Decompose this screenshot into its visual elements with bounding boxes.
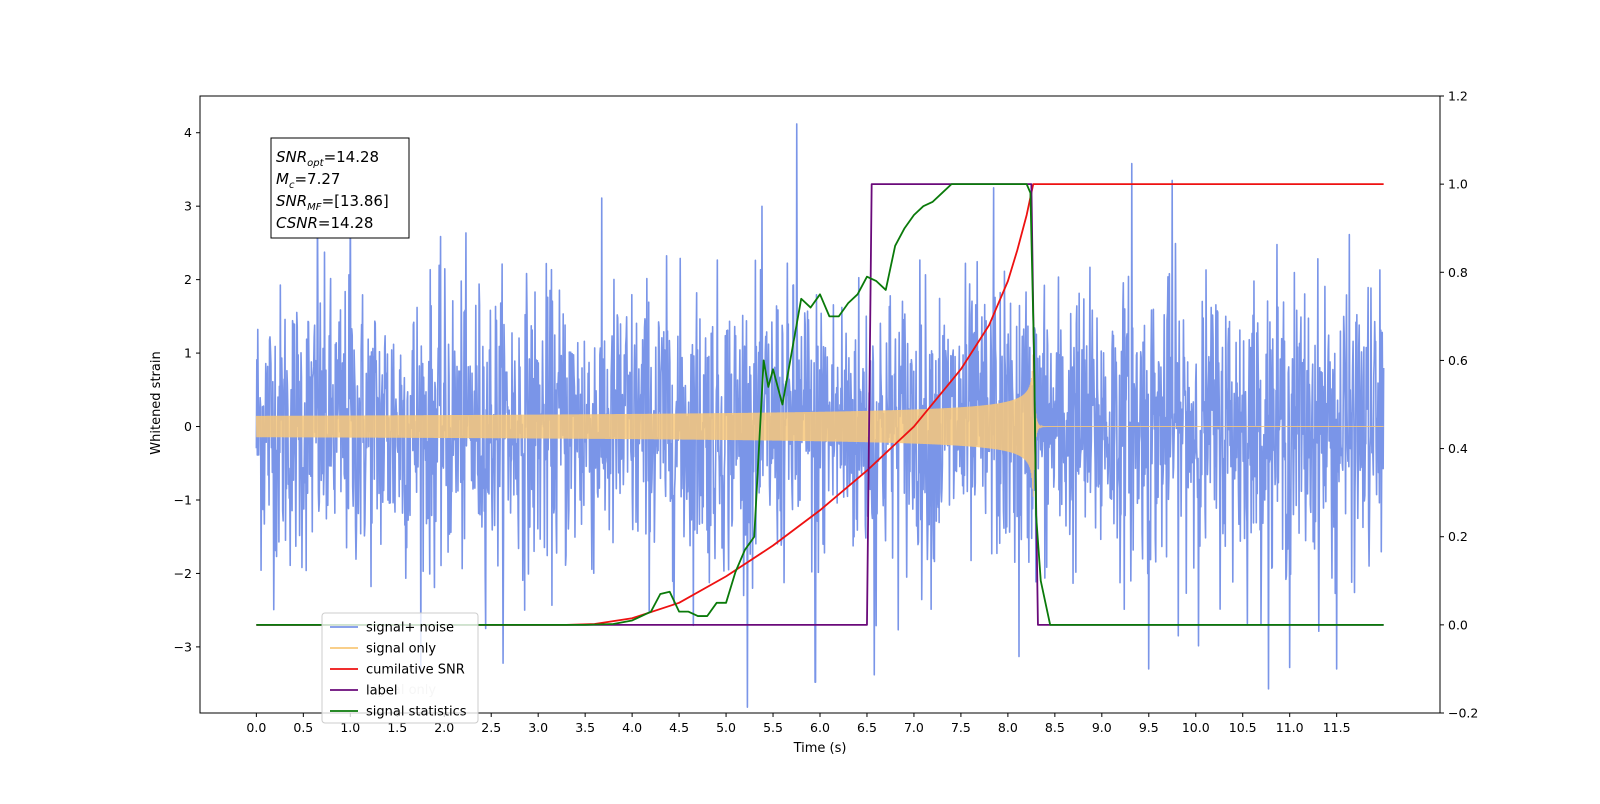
y2-tick-label: 1.2 bbox=[1448, 89, 1468, 104]
x-tick-label: 1.5 bbox=[387, 720, 407, 735]
x-axis-label: Time (s) bbox=[793, 741, 847, 756]
y-tick-label: 1 bbox=[184, 346, 192, 361]
plot-area bbox=[255, 123, 1385, 708]
x-tick-label: 7.0 bbox=[904, 720, 924, 735]
legend-frame bbox=[321, 612, 479, 724]
x-tick-label: 6.0 bbox=[810, 720, 830, 735]
series-signal-statistics-line bbox=[256, 183, 1384, 626]
y-tick-label: 2 bbox=[184, 272, 192, 287]
x-tick-label: 5.0 bbox=[716, 720, 736, 735]
x-tick-label: 0.5 bbox=[293, 720, 313, 735]
legend-label: signal statistics bbox=[366, 705, 467, 720]
x-tick-label: 2.5 bbox=[481, 720, 501, 735]
x-tick-label: 4.0 bbox=[622, 720, 642, 735]
annotation-line: SNRopt=14.28 bbox=[276, 148, 379, 169]
annotation-line: CSNR=14.28 bbox=[276, 214, 373, 232]
x-tick-label: 3.5 bbox=[575, 720, 595, 735]
annotation-frame bbox=[270, 137, 410, 239]
series-signal-only-line bbox=[255, 354, 1384, 497]
x-tick-label: 11.5 bbox=[1323, 720, 1351, 735]
y-axis-left: −3 −2 −1 0 1 2 3 4 bbox=[174, 125, 200, 654]
x-tick-label: 2.0 bbox=[434, 720, 454, 735]
y2-tick-label: 1.0 bbox=[1448, 177, 1468, 192]
y-tick-label: 0 bbox=[184, 419, 192, 434]
legend-label: label bbox=[366, 684, 397, 699]
y2-tick-label: 0.4 bbox=[1448, 441, 1468, 456]
x-tick-label: 6.5 bbox=[857, 720, 877, 735]
x-axis: 0.0 0.5 1.0 1.5 2.0 2.5 3.0 3.5 4.0 4.5 5.0 5.5 6.0 6… bbox=[246, 713, 1351, 735]
x-tick-label: 8.5 bbox=[1045, 720, 1065, 735]
x-tick-label: 1.0 bbox=[340, 720, 360, 735]
annotation-box: SNRopt=14.28Mc=7.27SNRMF=[13.86]CSNR=14.… bbox=[270, 137, 410, 239]
y2-tick-label: 0.0 bbox=[1448, 617, 1468, 632]
x-tick-label: 0.0 bbox=[246, 720, 266, 735]
y-tick-label: −2 bbox=[174, 566, 192, 581]
legend-label: cumilative SNR bbox=[366, 663, 465, 678]
y-tick-label: 4 bbox=[184, 125, 192, 140]
y2-tick-label: 0.6 bbox=[1448, 353, 1468, 368]
x-tick-label: 8.0 bbox=[998, 720, 1018, 735]
x-tick-label: 10.0 bbox=[1182, 720, 1210, 735]
x-tick-label: 11.0 bbox=[1276, 720, 1304, 735]
x-tick-label: 5.5 bbox=[763, 720, 783, 735]
x-tick-label: 7.5 bbox=[951, 720, 971, 735]
x-tick-label: 9.5 bbox=[1139, 720, 1159, 735]
x-tick-label: 4.5 bbox=[669, 720, 689, 735]
y-tick-label: −3 bbox=[174, 639, 192, 654]
x-tick-label: 9.0 bbox=[1092, 720, 1112, 735]
series-cumilative-snr-line bbox=[256, 183, 1384, 626]
legend-label: signal only bbox=[366, 642, 436, 657]
y2-tick-label: 0.8 bbox=[1448, 265, 1468, 280]
y2-tick-label: 0.2 bbox=[1448, 529, 1468, 544]
annotation-line: Mc=7.27 bbox=[276, 170, 340, 191]
y-axis-right: −0.2 0.0 0.2 0.4 0.6 0.8 1.0 1.2 bbox=[1440, 89, 1478, 721]
legend-label: signal+ noise bbox=[366, 621, 454, 636]
x-tick-label: 3.0 bbox=[528, 720, 548, 735]
x-tick-label: 10.5 bbox=[1229, 720, 1257, 735]
y-tick-label: −1 bbox=[174, 492, 192, 507]
y-tick-label: 3 bbox=[184, 199, 192, 214]
y2-tick-label: −0.2 bbox=[1448, 706, 1478, 721]
annotation-line: SNRMF=[13.86] bbox=[276, 192, 389, 213]
y-axis-label: Whitened strain bbox=[149, 351, 164, 454]
